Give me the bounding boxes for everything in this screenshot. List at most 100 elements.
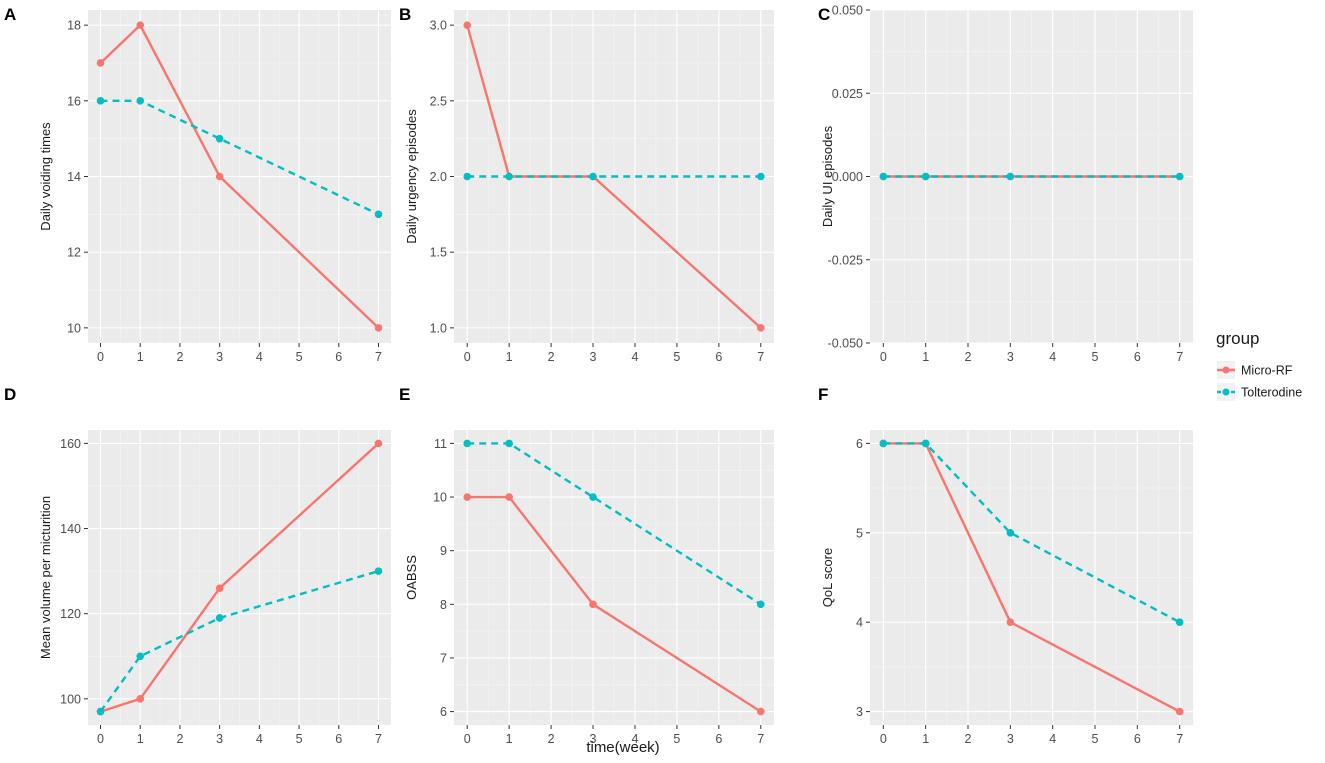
y-tick-label: 16 [67, 94, 81, 108]
y-tick-label: 1.0 [430, 321, 447, 335]
series-line-micro-rf [466, 24, 762, 329]
x-tick-label: 4 [256, 732, 263, 746]
y-tick-label: 8 [440, 598, 447, 612]
y-tick-label: 12 [67, 246, 81, 260]
legend-title: group [1216, 329, 1259, 348]
series-line-micro-rf [99, 23, 380, 329]
data-point [215, 172, 224, 181]
x-tick-label: 4 [1049, 732, 1056, 746]
legend-key-point [1222, 366, 1230, 374]
x-tick-label: 3 [590, 732, 597, 746]
legend: group Micro-RF Tolterodine [1216, 329, 1302, 401]
x-tick-label: 3 [1007, 350, 1014, 364]
panel-b: 1.0 1.5 2.0 2.5 3.0 0 1 2 3 4 5 6 7 B Daily urgency ep… [399, 5, 774, 364]
series-line-micro-rf [100, 442, 380, 713]
x-tick-label: 5 [673, 732, 680, 746]
x-tick-label: 6 [715, 350, 722, 364]
x-tick-label: 1 [506, 350, 513, 364]
x-tick-label: 5 [296, 732, 303, 746]
data-point [374, 210, 383, 219]
x-tick-label: 5 [1092, 350, 1099, 364]
panel-tag: D [4, 385, 16, 404]
panel-tag: E [399, 385, 410, 404]
data-point [1006, 529, 1015, 537]
x-tick-label: 3 [216, 732, 223, 746]
x-tick-label: 6 [335, 350, 342, 364]
series-line-micro-rf [467, 495, 762, 713]
y-tick-label: 160 [60, 437, 81, 451]
x-tick-label: 6 [1134, 732, 1141, 746]
x-tick-label: 1 [922, 350, 929, 364]
data-point [921, 172, 930, 181]
panel-tag: C [818, 5, 830, 24]
y-tick-label: 5 [856, 526, 863, 540]
y-axis-title: Daily urgency episodes [404, 109, 419, 244]
data-point [756, 707, 765, 716]
y-tick-label: 2.5 [430, 94, 447, 108]
y-tick-label: 6 [856, 437, 863, 451]
y-tick-label: 7 [440, 651, 447, 665]
data-point [879, 439, 888, 448]
data-point [589, 172, 597, 181]
y-axis-title: Mean volume per micturition [38, 496, 53, 659]
data-point [505, 439, 513, 448]
y-tick-label: 0.025 [832, 87, 863, 101]
x-tick-label: 2 [176, 732, 183, 746]
data-point [215, 614, 224, 622]
data-point [374, 324, 383, 332]
x-tick-label: 2 [176, 350, 183, 364]
data-point [96, 707, 105, 716]
x-tick-label: 0 [880, 732, 887, 746]
panel-tag: A [4, 5, 16, 24]
legend-entry: Micro-RF [1217, 361, 1293, 379]
y-tick-label: 3.0 [430, 19, 447, 33]
series-line-tolterodine [467, 442, 762, 606]
y-tick-label: 3 [856, 705, 863, 719]
x-tick-label: 4 [631, 350, 638, 364]
x-tick-label: 0 [464, 732, 471, 746]
data-point [96, 97, 105, 105]
x-tick-label: 6 [1134, 350, 1141, 364]
panel-e: 6 7 8 9 10 11 0 1 2 3 4 5 6 7 E OABSS [399, 385, 774, 746]
data-point [374, 439, 383, 448]
data-point [879, 172, 888, 181]
data-point [589, 600, 597, 609]
data-point [463, 172, 472, 181]
y-tick-label: 0.050 [832, 4, 863, 18]
y-tick-label: 140 [60, 522, 81, 536]
data-point [463, 21, 472, 29]
y-tick-label: 10 [433, 491, 447, 505]
x-tick-label: 5 [296, 350, 303, 364]
x-tick-label: 1 [922, 732, 929, 746]
y-tick-label: 100 [60, 692, 81, 706]
x-tick-label: 5 [1092, 732, 1099, 746]
data-point [374, 567, 383, 575]
data-point [463, 493, 472, 501]
data-point [756, 324, 765, 332]
x-tick-label: 7 [375, 350, 382, 364]
data-point [1175, 618, 1184, 626]
y-tick-label: -0.050 [828, 337, 863, 351]
data-point [96, 59, 105, 67]
data-point [1175, 172, 1184, 181]
legend-label: Tolterodine [1241, 386, 1302, 400]
x-tick-label: 3 [1007, 732, 1014, 746]
x-tick-label: 4 [1049, 350, 1056, 364]
data-point [1006, 618, 1015, 626]
x-tick-label: 0 [97, 732, 104, 746]
legend-label: Micro-RF [1241, 364, 1293, 378]
x-tick-label: 2 [965, 350, 972, 364]
legend-key-point [1222, 388, 1230, 396]
x-tick-label: 2 [548, 350, 555, 364]
x-tick-label: 1 [137, 732, 144, 746]
y-tick-label: 9 [440, 544, 447, 558]
y-tick-label: 0.000 [832, 170, 863, 184]
x-tick-label: 7 [1176, 732, 1183, 746]
x-tick-label: 7 [375, 732, 382, 746]
x-tick-label: 5 [673, 350, 680, 364]
data-point [136, 695, 145, 703]
data-point [1006, 172, 1015, 181]
y-tick-label: 10 [67, 321, 81, 335]
